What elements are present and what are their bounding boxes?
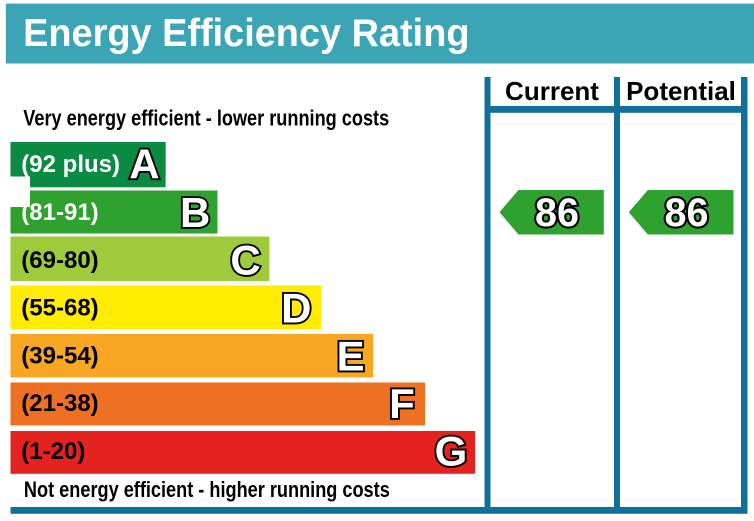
svg-text:G: G — [435, 428, 468, 475]
svg-text:F: F — [389, 380, 415, 427]
svg-text:(69-80): (69-80) — [21, 247, 98, 274]
svg-text:E: E — [337, 332, 365, 379]
svg-text:D: D — [281, 284, 311, 331]
svg-text:Not energy efficient - higher: Not energy efficient - higher running co… — [24, 478, 390, 502]
svg-text:Very energy efficient - lower: Very energy efficient - lower running co… — [23, 107, 389, 131]
svg-text:(39-54): (39-54) — [21, 343, 98, 370]
svg-text:(1-20): (1-20) — [21, 438, 85, 465]
svg-text:Current: Current — [505, 76, 599, 106]
svg-text:(81-91): (81-91) — [21, 199, 98, 226]
svg-text:86: 86 — [665, 191, 709, 235]
svg-text:(21-38): (21-38) — [21, 390, 98, 417]
svg-text:A: A — [129, 141, 159, 188]
svg-text:(55-68): (55-68) — [21, 294, 98, 321]
svg-text:C: C — [230, 237, 260, 284]
svg-text:86: 86 — [535, 191, 579, 235]
svg-text:Potential: Potential — [626, 76, 736, 106]
svg-text:Energy Efficiency Rating: Energy Efficiency Rating — [23, 12, 469, 56]
svg-text:B: B — [180, 189, 210, 236]
svg-text:(92 plus): (92 plus) — [21, 151, 120, 178]
